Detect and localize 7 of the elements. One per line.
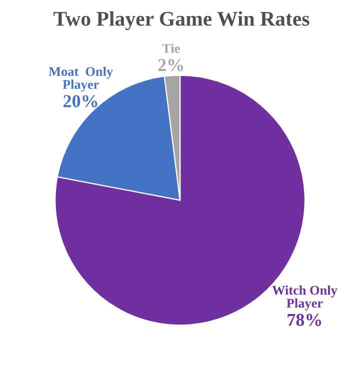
slice-label: Moat Only Player xyxy=(48,66,113,92)
chart-title: Two Player Game Win Rates xyxy=(54,11,310,30)
data-label: 2% xyxy=(158,58,183,72)
slice-label: Tie xyxy=(162,44,180,53)
slice-label: Witch Only Player xyxy=(272,285,338,310)
data-label: 78% xyxy=(288,314,322,326)
data-label: 20% xyxy=(64,95,98,108)
